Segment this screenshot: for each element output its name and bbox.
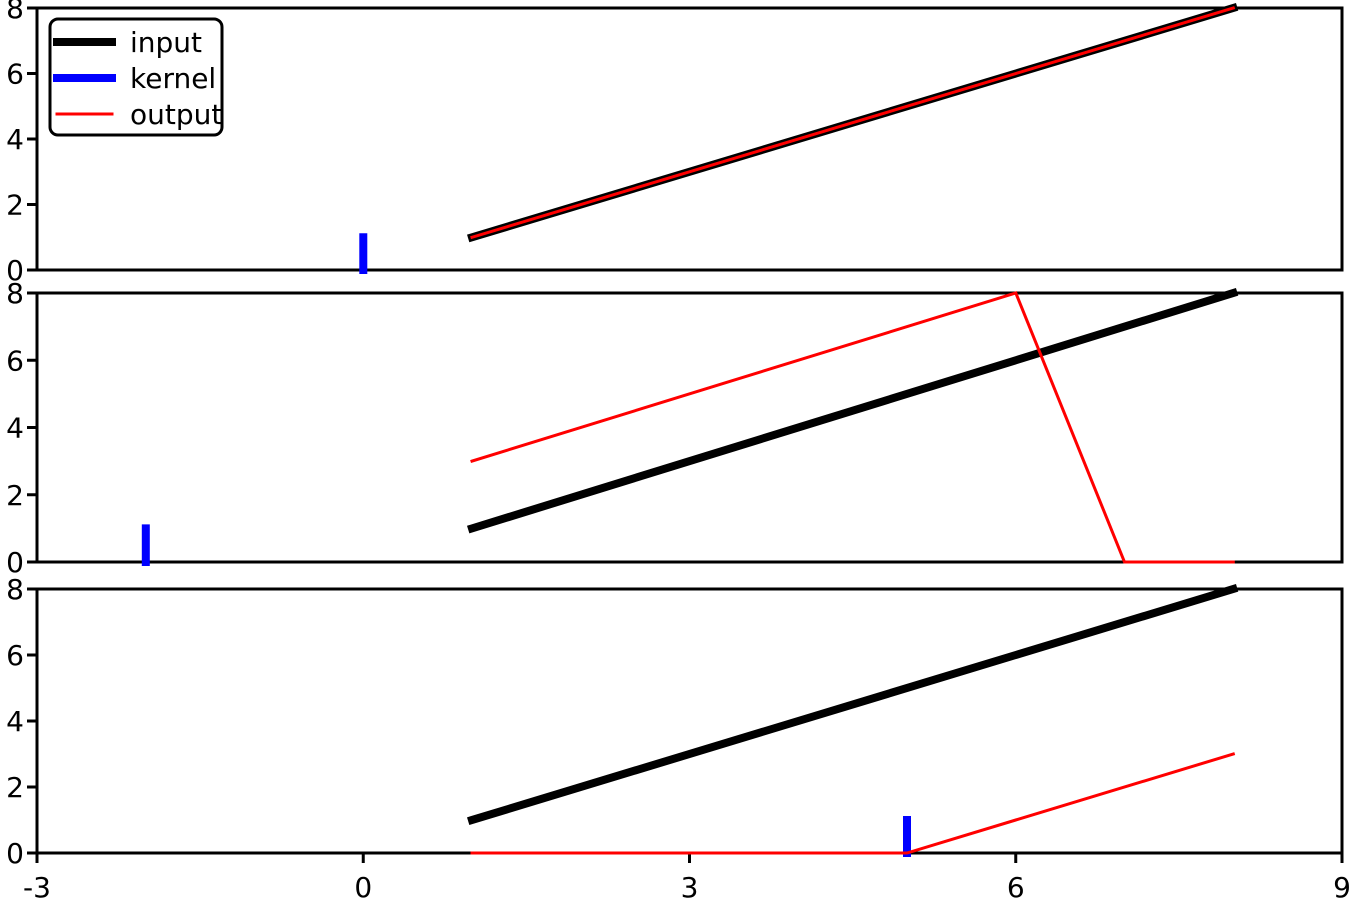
x-tick-label: 6 bbox=[1007, 871, 1025, 900]
input-line bbox=[467, 584, 1239, 825]
subplot-2: 0 2 4 6 8 bbox=[6, 277, 1344, 579]
y-tick-label: 2 bbox=[6, 479, 24, 512]
y-tick-label: 4 bbox=[6, 123, 24, 156]
y-tick-label: 6 bbox=[6, 344, 24, 377]
axes-spines bbox=[35, 291, 1344, 564]
y-tick-label: 8 bbox=[6, 573, 24, 606]
y-tick-label: 2 bbox=[6, 771, 24, 804]
axes-spines bbox=[35, 587, 1344, 855]
output-line bbox=[470, 291, 1235, 564]
y-tick-label: 4 bbox=[6, 412, 24, 445]
axes-spines bbox=[35, 6, 1344, 272]
output-line bbox=[470, 6, 1236, 240]
y-tick-label: 0 bbox=[6, 837, 24, 870]
legend-box bbox=[48, 17, 224, 137]
y-tick-label: 0 bbox=[6, 254, 24, 287]
output-line bbox=[470, 752, 1236, 855]
y-tick-label: 8 bbox=[6, 277, 24, 310]
x-tick-label: 3 bbox=[681, 871, 699, 900]
x-tick-label: 9 bbox=[1333, 871, 1350, 900]
legend-label-kernel: kernel bbox=[130, 62, 216, 95]
y-tick-label: 6 bbox=[6, 639, 24, 672]
y-tick-label: 8 bbox=[6, 0, 24, 25]
x-tick-label: -3 bbox=[23, 871, 51, 900]
y-tick-label: 4 bbox=[6, 705, 24, 738]
y-tick-label: 6 bbox=[6, 58, 24, 91]
input-line bbox=[466, 287, 1239, 534]
y-tick-label: 0 bbox=[6, 546, 24, 579]
legend-label-output: output bbox=[130, 98, 222, 131]
legend-label-input: input bbox=[130, 26, 202, 59]
x-tick-label: 0 bbox=[354, 871, 372, 900]
y-tick-label: 2 bbox=[6, 189, 24, 222]
